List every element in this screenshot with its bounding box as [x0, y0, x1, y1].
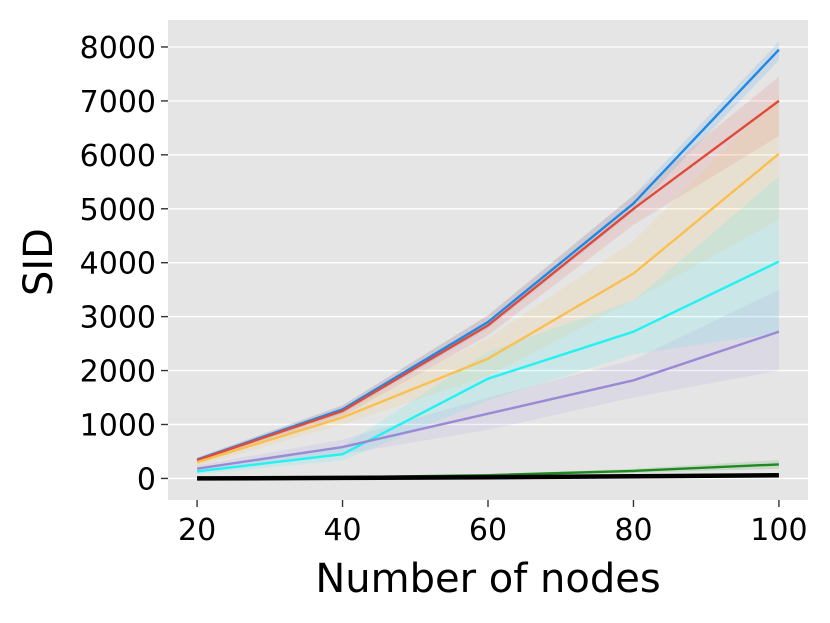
- confidence-band: [197, 289, 779, 472]
- series-lines: [196, 48, 780, 481]
- confidence-band: [197, 176, 779, 475]
- y-tick-label: 5000: [80, 193, 156, 228]
- series-line: [196, 152, 780, 464]
- y-axis-title: SID: [16, 228, 62, 296]
- y-tick-label: 3000: [80, 301, 156, 336]
- y-tick-label: 2000: [80, 355, 156, 390]
- y-tick-label: 6000: [80, 139, 156, 174]
- y-axis-ticks: 0 1000 2000 3000 4000 5000 6000 7000 8000: [80, 31, 168, 497]
- series-line: [197, 472, 779, 481]
- y-tick-label: 4000: [80, 247, 156, 282]
- x-axis-ticks: 20 40 60 80 100: [178, 500, 808, 548]
- y-tick-label: 0: [137, 462, 156, 497]
- x-axis-title: Number of nodes: [315, 556, 660, 602]
- x-tick-label: 40: [323, 513, 361, 548]
- series-line: [196, 330, 780, 470]
- series-line: [196, 260, 780, 473]
- series-line: [196, 99, 780, 462]
- x-tick-label: 80: [614, 513, 652, 548]
- confidence-band: [197, 95, 779, 466]
- plot-background: [168, 20, 808, 500]
- x-tick-label: 20: [178, 513, 216, 548]
- y-tick-label: 7000: [80, 85, 156, 120]
- x-tick-label: 60: [469, 513, 507, 548]
- x-tick-label: 100: [750, 513, 807, 548]
- y-tick-label: 8000: [80, 31, 156, 66]
- y-tick-label: 1000: [80, 408, 156, 443]
